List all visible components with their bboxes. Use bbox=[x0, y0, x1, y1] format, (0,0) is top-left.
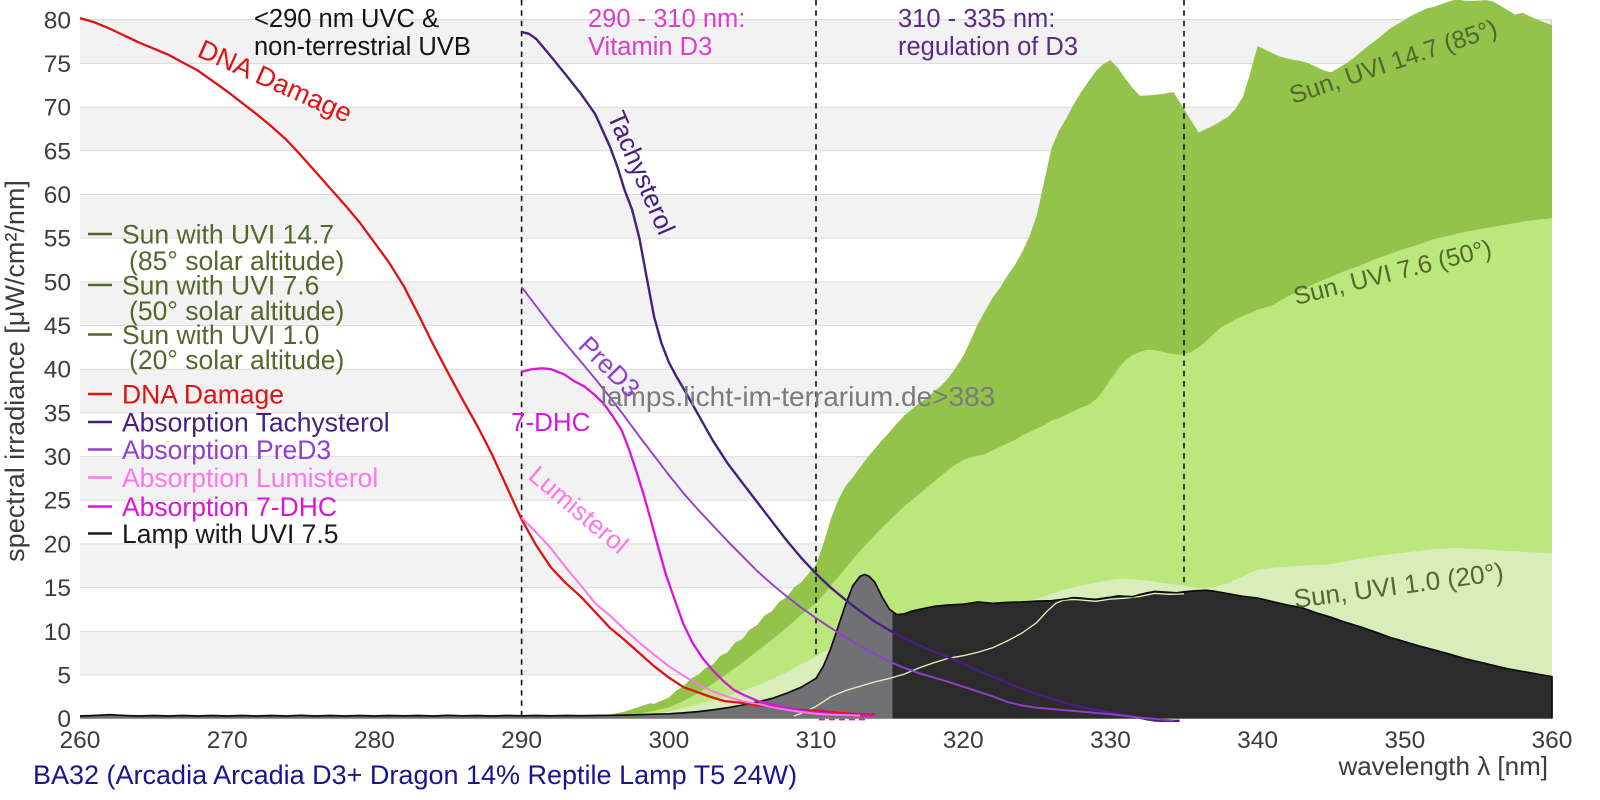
svg-text:regulation of D3: regulation of D3 bbox=[898, 33, 1078, 61]
svg-text:310: 310 bbox=[796, 727, 837, 754]
svg-text:Sun with UVI 1.0: Sun with UVI 1.0 bbox=[122, 320, 319, 350]
svg-text:60: 60 bbox=[44, 182, 71, 209]
svg-text:35: 35 bbox=[44, 400, 71, 427]
svg-text:300: 300 bbox=[648, 727, 689, 754]
svg-text:<290 nm UVC &: <290 nm UVC & bbox=[254, 5, 439, 33]
svg-text:(50° solar altitude): (50° solar altitude) bbox=[129, 296, 344, 326]
svg-text:15: 15 bbox=[44, 575, 71, 602]
svg-text:(85° solar altitude): (85° solar altitude) bbox=[129, 246, 344, 276]
svg-text:360: 360 bbox=[1532, 727, 1573, 754]
svg-text:280: 280 bbox=[354, 727, 395, 754]
svg-text:(20° solar altitude): (20° solar altitude) bbox=[129, 345, 344, 375]
svg-text:Absorption 7-DHC: Absorption 7-DHC bbox=[122, 492, 337, 522]
svg-text:5: 5 bbox=[57, 662, 71, 689]
svg-text:Vitamin D3: Vitamin D3 bbox=[588, 33, 712, 61]
svg-text:310 - 335 nm:: 310 - 335 nm: bbox=[898, 5, 1055, 33]
svg-text:290: 290 bbox=[501, 727, 542, 754]
svg-text:10: 10 bbox=[44, 619, 71, 646]
svg-text:270: 270 bbox=[207, 727, 248, 754]
svg-text:Lamp with UVI 7.5: Lamp with UVI 7.5 bbox=[122, 519, 339, 549]
svg-text:70: 70 bbox=[44, 95, 71, 122]
svg-text:80: 80 bbox=[44, 7, 71, 34]
svg-text:spectral irradiance [μW/cm²/nm: spectral irradiance [μW/cm²/nm] bbox=[0, 180, 30, 562]
svg-text:20: 20 bbox=[44, 531, 71, 558]
svg-text:wavelength λ [nm]: wavelength λ [nm] bbox=[1337, 751, 1548, 781]
svg-text:Absorption Tachysterol: Absorption Tachysterol bbox=[122, 408, 390, 438]
svg-text:65: 65 bbox=[44, 138, 71, 165]
svg-text:non-terrestrial UVB: non-terrestrial UVB bbox=[254, 33, 471, 61]
svg-text:50: 50 bbox=[44, 269, 71, 296]
svg-text:lamps.licht-im-terrarium.de>38: lamps.licht-im-terrarium.de>383 bbox=[601, 381, 995, 412]
svg-text:260: 260 bbox=[60, 727, 101, 754]
svg-text:330: 330 bbox=[1090, 727, 1131, 754]
svg-text:45: 45 bbox=[44, 313, 71, 340]
svg-text:Absorption PreD3: Absorption PreD3 bbox=[122, 435, 331, 465]
svg-text:25: 25 bbox=[44, 488, 71, 515]
svg-text:30: 30 bbox=[44, 444, 71, 471]
svg-text:Sun with UVI 7.6: Sun with UVI 7.6 bbox=[122, 271, 319, 301]
svg-text:DNA Damage: DNA Damage bbox=[122, 380, 284, 410]
svg-text:340: 340 bbox=[1237, 727, 1278, 754]
svg-text:350: 350 bbox=[1384, 727, 1425, 754]
svg-text:40: 40 bbox=[44, 357, 71, 384]
svg-text:BA32 (Arcadia Arcadia D3+ Drag: BA32 (Arcadia Arcadia D3+ Dragon 14% Rep… bbox=[33, 760, 797, 790]
svg-text:320: 320 bbox=[943, 727, 984, 754]
svg-text:290 - 310 nm:: 290 - 310 nm: bbox=[588, 5, 745, 33]
svg-text:55: 55 bbox=[44, 226, 71, 253]
svg-text:0: 0 bbox=[57, 706, 71, 733]
svg-text:Sun with UVI 14.7: Sun with UVI 14.7 bbox=[122, 220, 334, 250]
svg-text:Absorption Lumisterol: Absorption Lumisterol bbox=[122, 463, 378, 493]
svg-text:7-DHC: 7-DHC bbox=[511, 407, 590, 437]
svg-text:75: 75 bbox=[44, 51, 71, 78]
